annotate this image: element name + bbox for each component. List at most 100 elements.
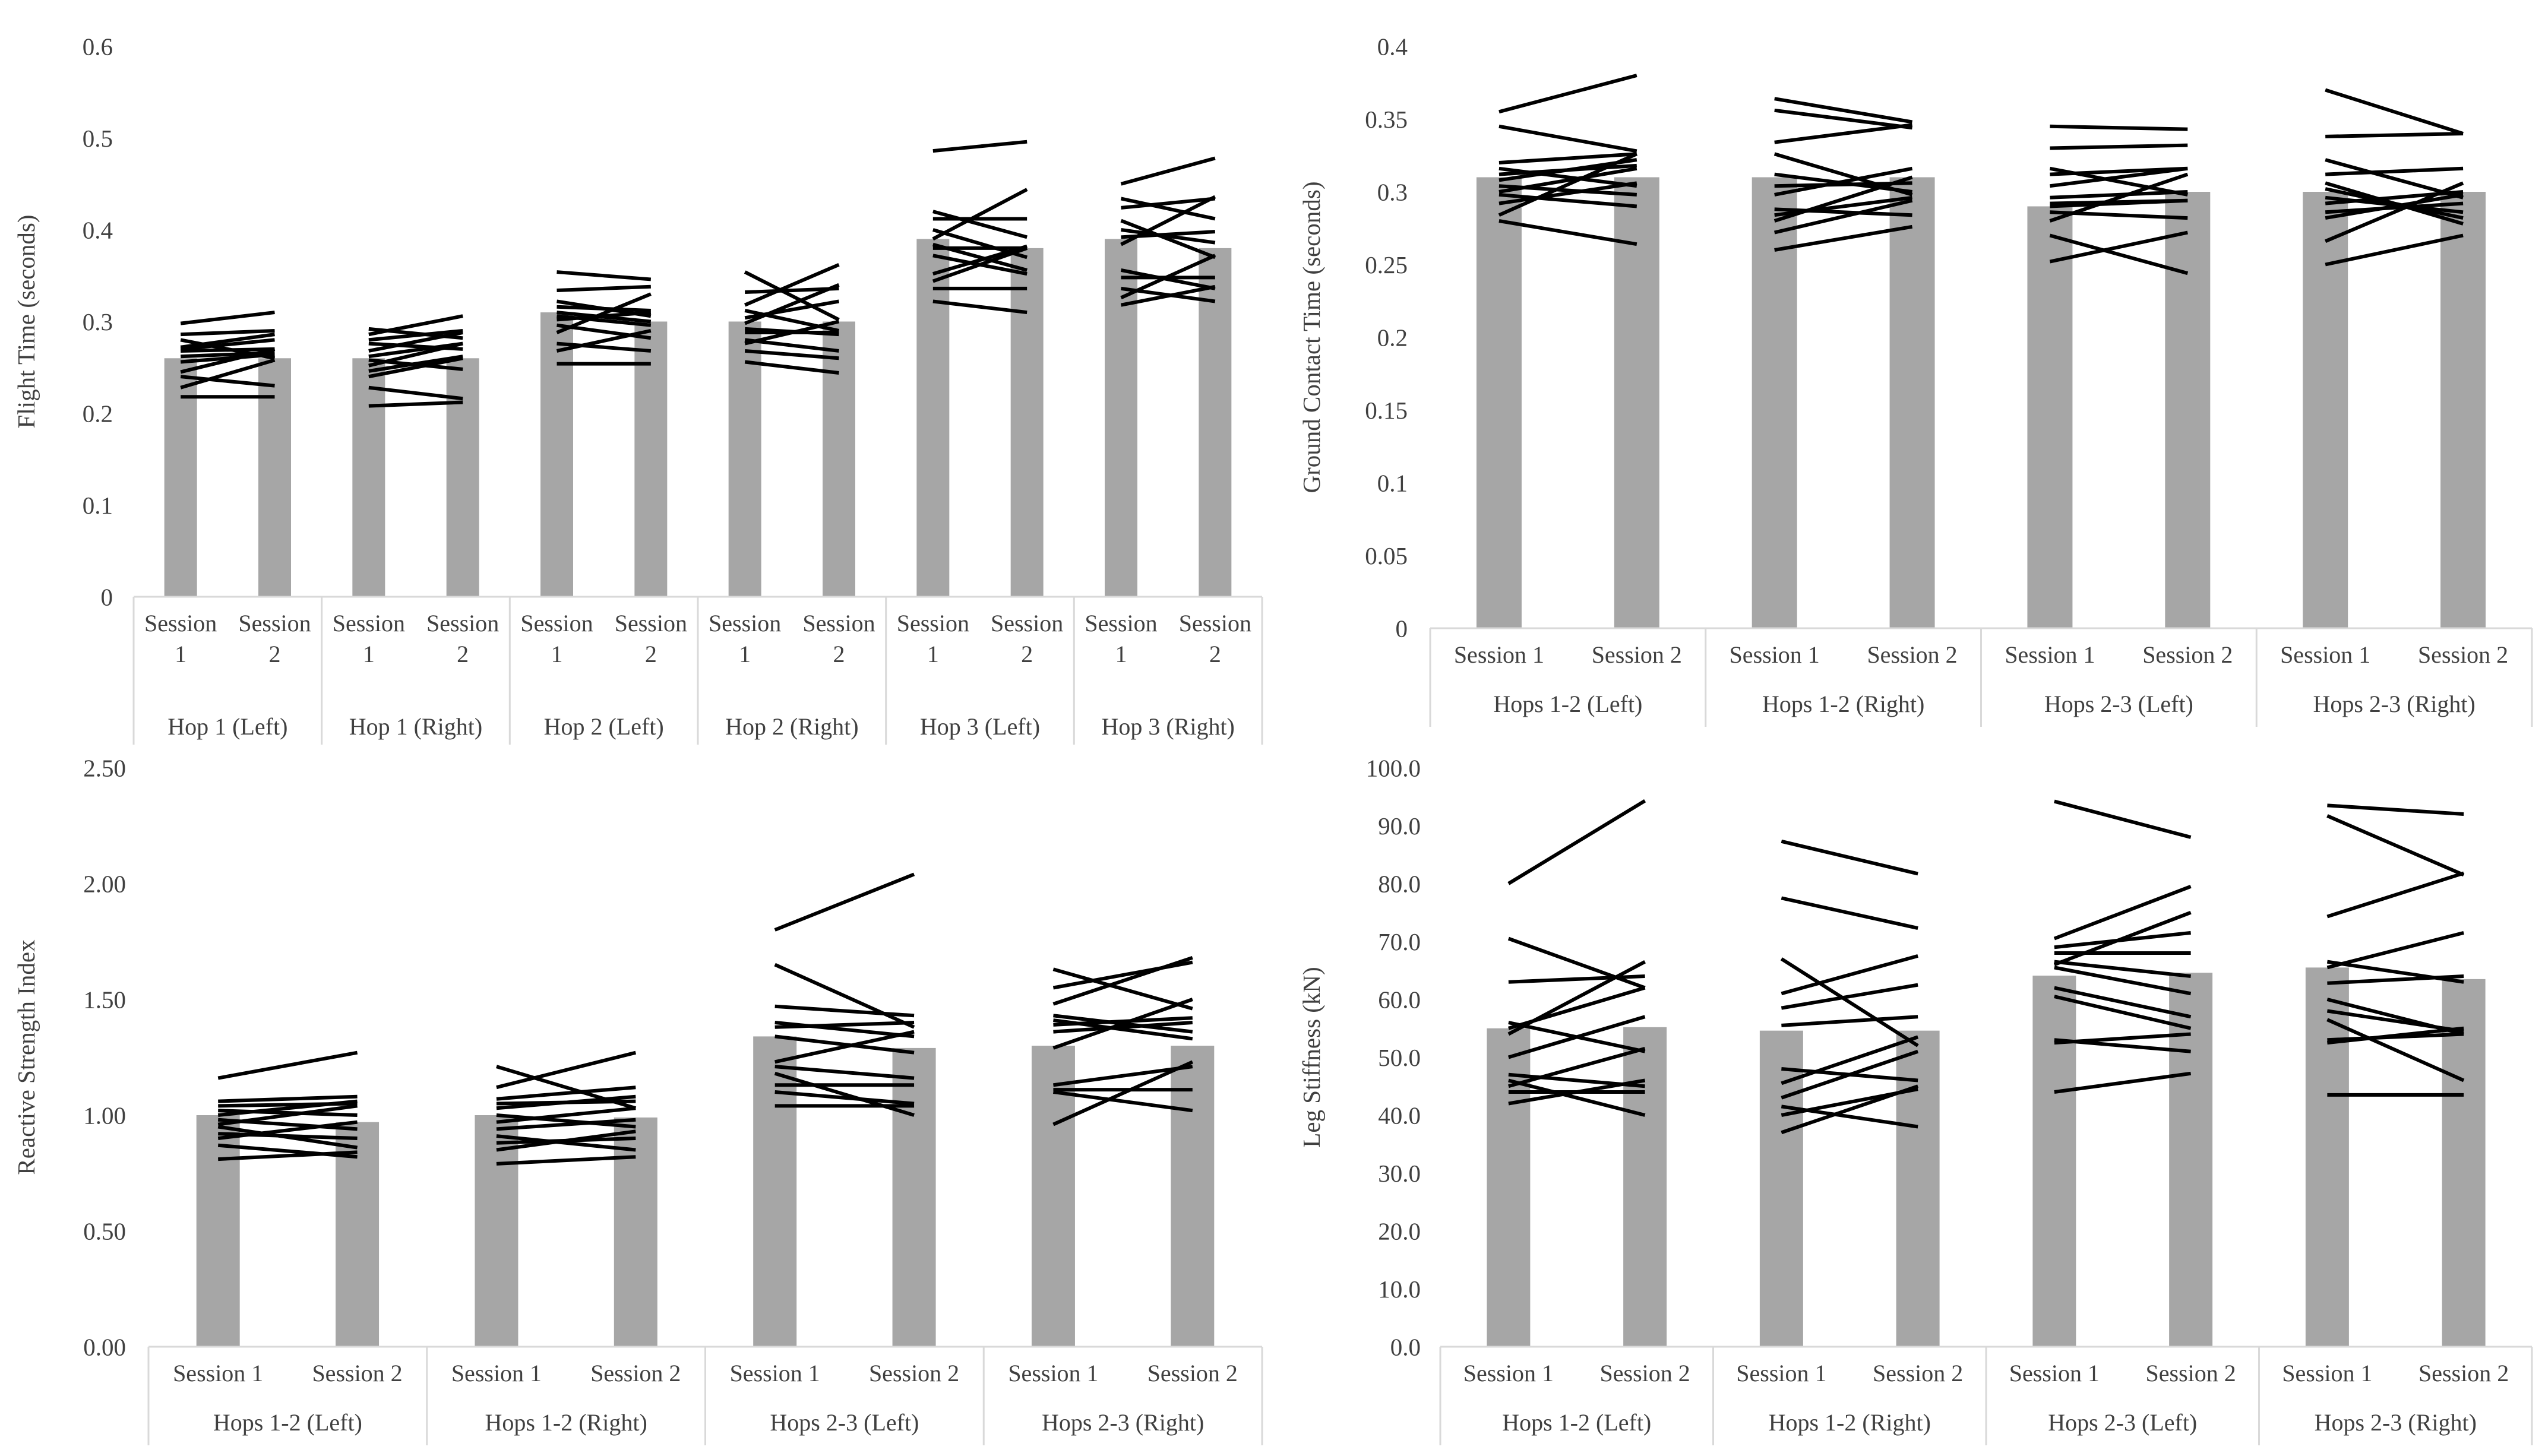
y-tick-label: 2.50: [83, 754, 126, 781]
y-tick-label: 0.1: [83, 492, 113, 519]
bar: [2440, 192, 2486, 628]
participant-line: [1498, 192, 1637, 208]
participant-line: [2054, 799, 2192, 839]
participant-line: [2054, 1071, 2192, 1094]
participant-line: [2049, 172, 2189, 223]
participant-line: [180, 353, 275, 364]
participant-line: [774, 1021, 915, 1029]
y-tick-label: 0.50: [83, 1217, 126, 1245]
session-label: Session 1: [173, 1360, 263, 1387]
bar: [2442, 979, 2486, 1347]
bar: [2305, 967, 2349, 1347]
bar: [916, 239, 950, 597]
participant-line: [181, 347, 275, 353]
session-label: 2: [1021, 641, 1033, 667]
bar: [1896, 1030, 1940, 1347]
participant-line: [932, 246, 1028, 283]
participant-line: [1781, 954, 1918, 996]
participant-line: [932, 244, 1028, 276]
session-label: Session 2: [1592, 641, 1682, 668]
participant-line: [2327, 974, 2464, 985]
participant-line: [556, 292, 652, 334]
session-label: Session 1: [1736, 1360, 1826, 1387]
participant-line: [1498, 74, 1637, 114]
participant-line: [744, 283, 840, 325]
participant-line: [1780, 957, 1919, 1047]
participant-line: [774, 1065, 915, 1080]
participant-line: [2326, 930, 2464, 970]
participant-line: [2054, 966, 2192, 996]
session-label: Session 1: [1463, 1360, 1554, 1387]
participant-line: [1498, 166, 1637, 194]
participant-line: [1774, 166, 1913, 197]
session-label: Session: [897, 610, 969, 637]
bar: [753, 1036, 797, 1347]
session-label: Session 1: [1008, 1360, 1098, 1387]
session-label: Session: [802, 610, 875, 637]
bar: [1889, 177, 1935, 628]
y-tick-label: 0: [101, 583, 113, 610]
participant-line: [1774, 207, 1912, 217]
participant-line: [180, 338, 275, 351]
session-label: Session 1: [451, 1360, 542, 1387]
bar: [352, 358, 385, 597]
session-label: Session 2: [869, 1360, 959, 1387]
group-label: Hops 2-3 (Left): [2044, 691, 2193, 717]
group-label: Hops 2-3 (Right): [1042, 1409, 1204, 1436]
session-label: Session: [333, 610, 405, 637]
participant-line: [180, 375, 275, 388]
participant-line: [1781, 896, 1918, 930]
session-label: 2: [269, 641, 281, 667]
participant-line: [1507, 799, 1646, 885]
participant-line: [1508, 986, 1646, 1030]
y-tick-label: 0.1: [1377, 469, 1408, 496]
group-label: Hops 1-2 (Left): [1502, 1409, 1651, 1436]
session-label: 2: [457, 641, 469, 667]
participant-line: [744, 319, 840, 346]
bar: [728, 321, 761, 597]
participant-line: [1121, 228, 1216, 245]
session-label: Session: [426, 610, 499, 637]
participant-line: [217, 1099, 358, 1117]
participant-line: [1508, 1078, 1646, 1117]
participant-line: [368, 354, 463, 373]
session-label: Session 2: [1873, 1360, 1963, 1387]
participant-line: [744, 262, 840, 307]
participant-line: [1498, 152, 1637, 164]
participant-line: [1052, 955, 1193, 1006]
bar: [540, 312, 573, 597]
participant-line: [1498, 181, 1637, 205]
session-label: Session: [520, 610, 593, 637]
participant-line: [2054, 995, 2192, 1030]
participant-line: [1774, 108, 1912, 130]
bar: [446, 358, 479, 597]
participant-line: [557, 284, 651, 292]
session-label: Session 2: [590, 1360, 681, 1387]
session-label: Session 2: [2146, 1360, 2236, 1387]
participant-line: [557, 270, 652, 281]
participant-line: [368, 314, 463, 337]
group-label: Hops 2-3 (Left): [2048, 1409, 2197, 1436]
session-label: Session 2: [1600, 1360, 1690, 1387]
session-label: Session: [991, 610, 1063, 637]
session-label: Session: [144, 610, 217, 637]
participant-line: [774, 963, 915, 1029]
participant-line: [774, 1030, 915, 1064]
participant-line: [932, 188, 1028, 241]
participant-line: [368, 356, 463, 379]
participant-line: [744, 270, 840, 322]
participant-line: [496, 1113, 636, 1129]
participant-line: [2326, 1018, 2465, 1082]
session-label: Session 2: [2418, 641, 2508, 668]
participant-line: [217, 1120, 358, 1140]
participant-line: [1120, 195, 1216, 246]
bar: [823, 321, 855, 597]
bar: [1031, 1046, 1075, 1347]
y-tick-label: 0: [1396, 615, 1408, 642]
session-label: Session: [1179, 610, 1251, 637]
y-tick-label: 0.2: [83, 400, 113, 427]
participant-line: [1774, 97, 1913, 124]
participant-line: [1773, 175, 1913, 223]
y-tick-label: 80.0: [1378, 870, 1421, 897]
bar: [1105, 239, 1137, 597]
